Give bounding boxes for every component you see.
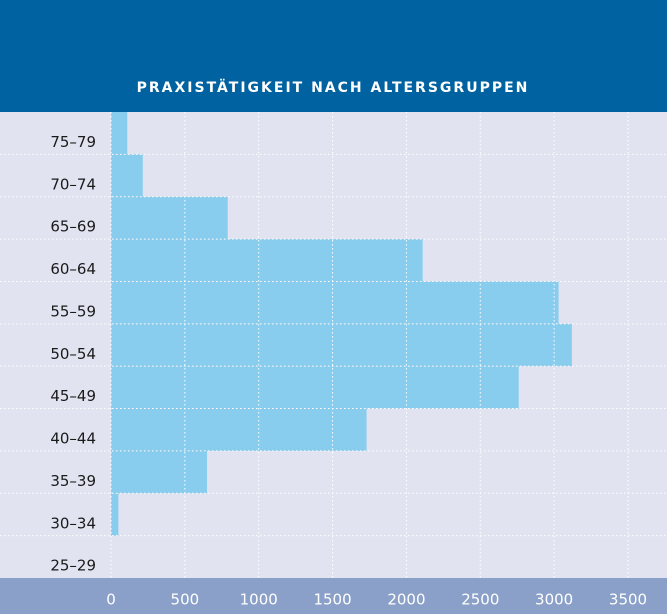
- y-tick-label: 30–34: [50, 514, 96, 532]
- bar: [111, 154, 143, 197]
- y-tick-label: 60–64: [50, 260, 96, 278]
- bar: [111, 408, 367, 451]
- bar: [111, 112, 128, 155]
- header-band: [0, 0, 667, 112]
- bar: [111, 450, 208, 494]
- x-tick-label: 500: [171, 591, 200, 609]
- bar: [111, 281, 559, 324]
- bar: [111, 366, 519, 409]
- y-tick-label: 70–74: [50, 175, 96, 193]
- x-tick-label: 3500: [609, 591, 647, 609]
- bar: [111, 493, 119, 536]
- axis-band: [0, 578, 667, 614]
- bar: [111, 196, 228, 240]
- bar: [111, 239, 423, 282]
- chart-title: PRAXISTÄTIGKEIT NACH ALTERSGRUPPEN: [137, 79, 530, 96]
- x-tick-label: 1500: [313, 591, 351, 609]
- x-tick-label: 2500: [461, 591, 499, 609]
- y-tick-label: 75–79: [50, 133, 96, 151]
- bar: [111, 323, 572, 367]
- y-tick-label: 40–44: [50, 430, 96, 448]
- y-tick-label: 65–69: [50, 218, 96, 236]
- x-tick-label: 1000: [240, 591, 278, 609]
- x-tick-label: 3000: [535, 591, 573, 609]
- y-tick-label: 55–59: [50, 302, 96, 320]
- x-tick-label: 2000: [387, 591, 425, 609]
- x-tick-label: 0: [106, 591, 116, 609]
- y-tick-label: 25–29: [50, 557, 96, 575]
- y-tick-label: 35–39: [50, 472, 96, 490]
- y-tick-label: 50–54: [50, 345, 96, 363]
- y-tick-label: 45–49: [50, 387, 96, 405]
